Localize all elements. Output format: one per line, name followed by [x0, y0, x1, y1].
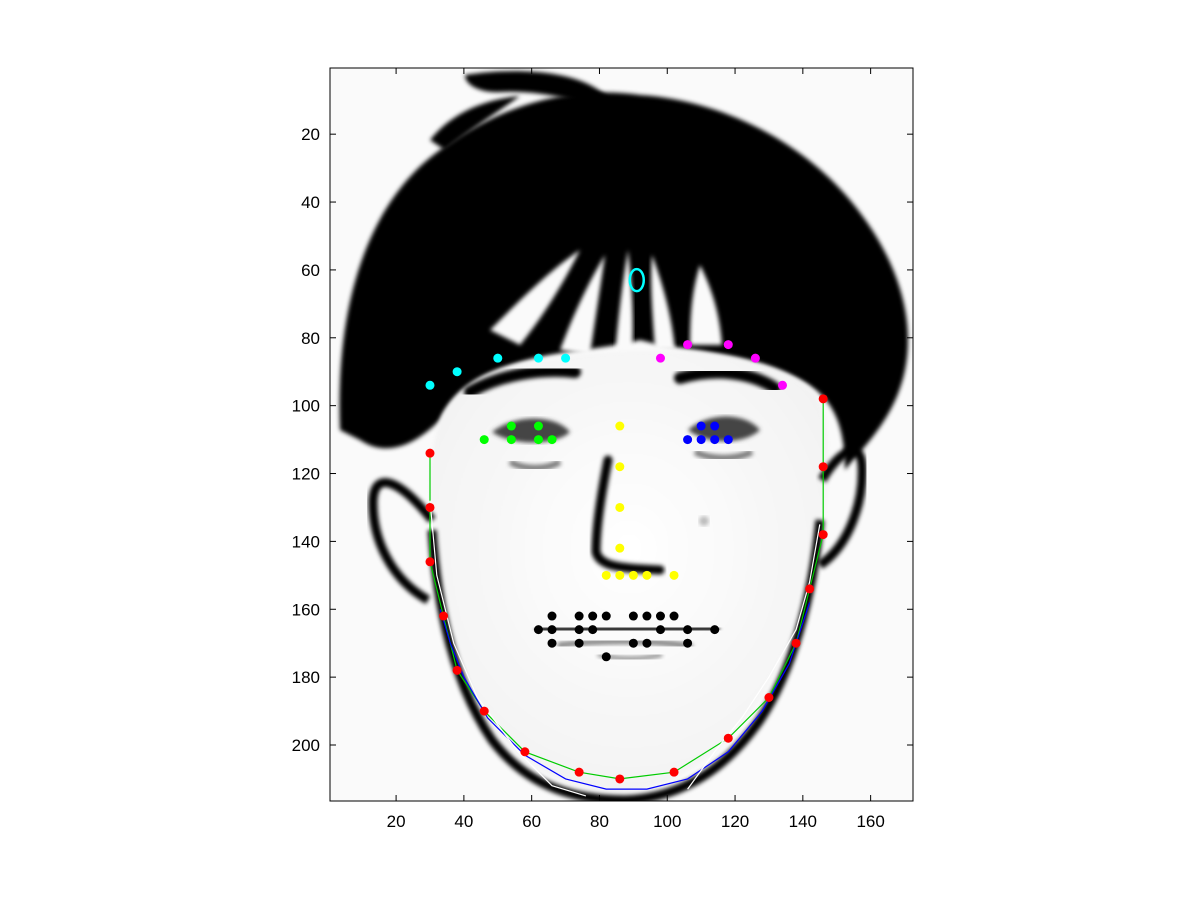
landmark-point-6-6: [642, 611, 652, 621]
landmark-point-5-6: [628, 570, 638, 580]
landmark-point-0-14: [818, 530, 828, 540]
landmark-point-5-4: [601, 570, 611, 580]
landmark-point-1-0: [425, 380, 435, 390]
landmark-point-0-4: [452, 665, 462, 675]
landmark-point-4-4: [710, 435, 720, 445]
x-tick-label: 120: [721, 812, 749, 831]
landmark-point-0-0: [425, 448, 435, 458]
landmark-point-6-7: [655, 611, 665, 621]
landmark-point-6-16: [574, 638, 584, 648]
landmark-point-6-15: [547, 638, 557, 648]
landmark-point-0-13: [805, 584, 815, 594]
landmark-point-4-0: [696, 421, 706, 431]
landmark-point-4-2: [683, 435, 693, 445]
landmark-point-0-2: [425, 557, 435, 567]
landmark-point-5-3: [615, 543, 625, 553]
landmark-point-6-8: [669, 611, 679, 621]
y-tick-label: 180: [292, 668, 320, 687]
landmark-point-6-19: [683, 638, 693, 648]
y-tick-label: 200: [292, 736, 320, 755]
landmark-point-4-1: [710, 421, 720, 431]
y-tick-label: 120: [292, 465, 320, 484]
y-tick-label: 100: [292, 397, 320, 416]
landmark-point-0-3: [439, 611, 449, 621]
landmark-point-1-4: [561, 353, 571, 363]
landmark-point-3-3: [506, 435, 516, 445]
landmark-point-1-2: [493, 353, 503, 363]
landmark-point-6-20: [601, 652, 611, 662]
landmark-point-6-12: [655, 625, 665, 635]
landmark-point-5-1: [615, 462, 625, 472]
landmark-point-0-5: [479, 706, 489, 716]
x-tick-label: 140: [789, 812, 817, 831]
landmark-point-0-1: [425, 502, 435, 512]
landmark-point-2-1: [683, 340, 693, 350]
landmark-point-6-14: [710, 625, 720, 635]
landmark-point-3-4: [533, 435, 543, 445]
y-tick-label: 140: [292, 532, 320, 551]
y-tick-label: 40: [301, 193, 320, 212]
landmark-point-1-1: [452, 367, 462, 377]
ellipse-marker: [628, 267, 646, 293]
landmark-point-0-10: [723, 733, 733, 743]
landmark-point-6-3: [588, 611, 598, 621]
landmark-point-2-0: [655, 353, 665, 363]
landmark-point-0-16: [818, 394, 828, 404]
y-tick-label: 80: [301, 329, 320, 348]
landmark-point-4-3: [696, 435, 706, 445]
landmark-point-3-1: [506, 421, 516, 431]
landmark-point-6-4: [601, 611, 611, 621]
landmark-point-6-18: [642, 638, 652, 648]
x-tick-label: 20: [387, 812, 406, 831]
landmark-point-5-2: [615, 502, 625, 512]
landmark-point-5-5: [615, 570, 625, 580]
x-tick-label: 160: [856, 812, 884, 831]
landmark-point-0-6: [520, 747, 530, 757]
landmark-point-6-17: [628, 638, 638, 648]
y-tick-label: 60: [301, 261, 320, 280]
landmark-point-6-5: [628, 611, 638, 621]
landmark-point-4-5: [723, 435, 733, 445]
landmark-point-6-2: [574, 611, 584, 621]
landmark-point-0-15: [818, 462, 828, 472]
plot-frame: [329, 67, 914, 802]
x-tick-label: 100: [653, 812, 681, 831]
landmark-point-3-0: [479, 435, 489, 445]
x-tick-label: 40: [454, 812, 473, 831]
landmark-point-1-3: [533, 353, 543, 363]
landmark-point-2-3: [750, 353, 760, 363]
landmark-point-6-1: [547, 611, 557, 621]
landmark-point-2-4: [778, 380, 788, 390]
landmark-point-6-13: [683, 625, 693, 635]
x-tick-label: 80: [590, 812, 609, 831]
landmark-point-5-0: [615, 421, 625, 431]
contour-line-2: [429, 500, 587, 797]
contour-line-1: [439, 602, 811, 790]
landmark-point-0-7: [574, 767, 584, 777]
landmark-point-3-5: [547, 435, 557, 445]
x-tick-label: 60: [522, 812, 541, 831]
face-image: [330, 68, 913, 801]
contour-line-3: [687, 524, 821, 790]
landmark-point-5-8: [669, 570, 679, 580]
y-tick-label: 20: [301, 125, 320, 144]
y-tick-label: 160: [292, 600, 320, 619]
landmark-point-6-11: [588, 625, 598, 635]
landmark-point-5-7: [642, 570, 652, 580]
landmark-point-6-9: [547, 625, 557, 635]
landmark-point-6-0: [533, 625, 543, 635]
landmark-point-0-11: [764, 692, 774, 702]
landmark-point-0-12: [791, 638, 801, 648]
landmark-point-2-2: [723, 340, 733, 350]
landmark-point-3-2: [533, 421, 543, 431]
landmark-point-0-8: [615, 774, 625, 784]
landmark-point-0-9: [669, 767, 679, 777]
landmark-point-6-10: [574, 625, 584, 635]
